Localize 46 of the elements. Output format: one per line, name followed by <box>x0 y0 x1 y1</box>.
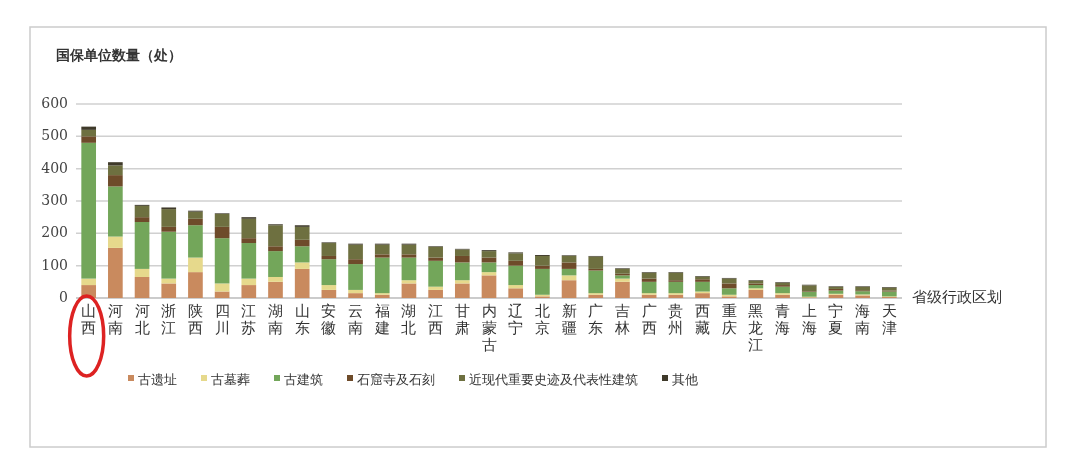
x-tick-label: 宁夏 <box>828 302 844 337</box>
y-tick-label: 400 <box>41 159 68 176</box>
x-tick-label: 天津 <box>881 302 897 337</box>
x-tick-label: 山西 <box>81 302 97 337</box>
x-tick-label: 湖南 <box>267 302 283 337</box>
x-tick-label: 上海 <box>801 302 817 337</box>
y-tick-label: 300 <box>41 192 68 208</box>
x-tick-label: 青海 <box>775 302 791 337</box>
legend-label: 古建筑 <box>284 371 323 387</box>
x-tick-label: 北京 <box>534 302 550 337</box>
x-tick-label: 江苏 <box>241 302 257 337</box>
x-tick-label: 内蒙古 <box>481 302 497 354</box>
y-tick-label: 100 <box>41 256 68 273</box>
y-tick-label: 600 <box>41 95 68 111</box>
x-tick-label: 云南 <box>348 302 364 337</box>
legend-label: 石窟寺及石刻 <box>357 371 435 387</box>
y-tick-label: 200 <box>41 224 68 241</box>
x-tick-label: 河南 <box>107 302 123 337</box>
x-tick-label: 湖北 <box>401 302 417 337</box>
x-axis-title: 省级行政区划 <box>912 288 1002 306</box>
x-tick-label: 吉林 <box>613 302 630 337</box>
legend-label: 近现代重要史迹及代表性建筑 <box>469 371 638 387</box>
y-tick-label: 0 <box>59 289 68 305</box>
x-tick-label: 福建 <box>373 302 390 337</box>
y-axis-title: 国保单位数量（处） <box>56 47 182 63</box>
x-tick-label: 新疆 <box>561 302 577 337</box>
x-tick-label: 贵州 <box>668 302 684 337</box>
x-tick-label: 广西 <box>641 302 657 337</box>
x-tick-label: 河北 <box>134 302 150 337</box>
x-tick-label: 江西 <box>428 302 444 337</box>
x-tick-label: 重庆 <box>721 302 737 337</box>
x-tick-label: 西藏 <box>695 302 711 337</box>
x-tick-label: 广东 <box>588 302 604 337</box>
legend-label: 古墓葬 <box>211 371 250 387</box>
x-tick-label: 安徽 <box>321 302 337 337</box>
y-tick-label: 500 <box>41 127 68 144</box>
x-tick-label: 黑龙江 <box>748 302 764 354</box>
x-tick-label: 海南 <box>855 302 871 337</box>
x-tick-label: 四川 <box>214 302 230 337</box>
x-tick-label: 浙江 <box>161 302 177 337</box>
legend-label: 其他 <box>672 371 698 387</box>
x-tick-label: 甘肃 <box>454 302 470 337</box>
x-tick-label: 辽宁 <box>508 302 524 337</box>
x-tick-label: 山东 <box>294 302 310 337</box>
legend-label: 古遗址 <box>138 371 177 387</box>
x-tick-label: 陕西 <box>187 302 203 337</box>
